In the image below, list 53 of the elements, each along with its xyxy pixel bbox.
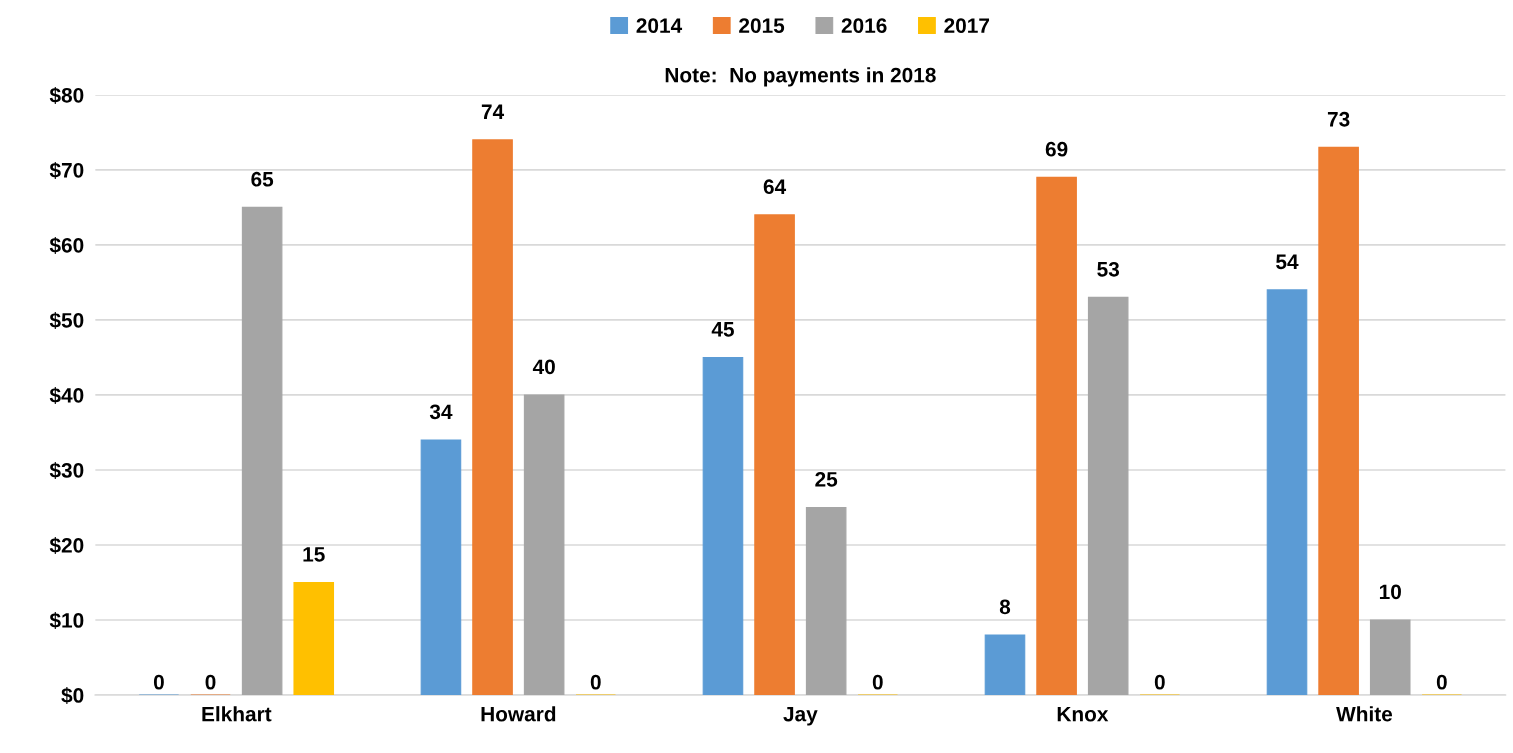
- y-tick-label: $40: [49, 387, 84, 405]
- x-tick-label: Jay: [783, 706, 818, 726]
- data-label: 0: [590, 674, 601, 690]
- bar: [754, 214, 795, 696]
- bar: [1266, 289, 1308, 696]
- y-tick-label: $30: [49, 462, 84, 480]
- data-label: 0: [872, 674, 883, 690]
- data-label: 64: [763, 179, 787, 195]
- data-label: 73: [1327, 111, 1350, 127]
- y-tick-label: $20: [49, 537, 84, 555]
- bar: [702, 356, 744, 696]
- data-label: 65: [251, 171, 274, 187]
- x-tick-label: Howard: [481, 706, 556, 722]
- bar: [1318, 146, 1359, 696]
- legend-label: 2016: [841, 18, 887, 33]
- bar: [1036, 176, 1077, 696]
- data-label: 0: [153, 674, 164, 690]
- bar: [984, 634, 1026, 696]
- data-label: 54: [1276, 254, 1299, 270]
- bar: [472, 139, 513, 696]
- data-label: 0: [1436, 674, 1447, 690]
- data-label: 40: [532, 359, 555, 375]
- bar: [805, 506, 847, 696]
- legend-label: 2014: [636, 18, 683, 33]
- x-tick-label: White: [1336, 706, 1393, 722]
- legend-label: 2017: [944, 18, 990, 33]
- data-label: 15: [303, 547, 325, 562]
- bar: [241, 206, 283, 696]
- x-tick-label: Elkhart: [202, 706, 272, 722]
- y-tick-label: $50: [49, 312, 84, 330]
- y-tick-label: $10: [49, 612, 84, 630]
- bar: [420, 439, 462, 696]
- x-tick-label: Knox: [1057, 706, 1109, 722]
- data-label: 0: [1154, 674, 1165, 690]
- y-tick-label: $0: [61, 687, 84, 705]
- bar: [523, 394, 565, 696]
- data-label: 53: [1097, 261, 1120, 277]
- legend-label: 2015: [739, 18, 785, 33]
- data-label: 25: [815, 471, 838, 487]
- data-label: 10: [1379, 584, 1401, 600]
- data-label: 34: [429, 404, 453, 420]
- data-label: 74: [481, 104, 505, 119]
- y-tick-label: $60: [49, 237, 84, 255]
- bar: [293, 581, 335, 696]
- bar: [1369, 619, 1411, 696]
- y-tick-label: $80: [49, 86, 84, 104]
- y-tick-label: $70: [49, 161, 84, 179]
- bar: [1087, 296, 1129, 696]
- chart-subtitle: Note: No payments in 2018: [665, 67, 936, 87]
- data-label: 69: [1045, 141, 1068, 157]
- data-label: 0: [205, 674, 216, 690]
- data-label: 45: [711, 322, 734, 337]
- data-label: 8: [999, 599, 1011, 615]
